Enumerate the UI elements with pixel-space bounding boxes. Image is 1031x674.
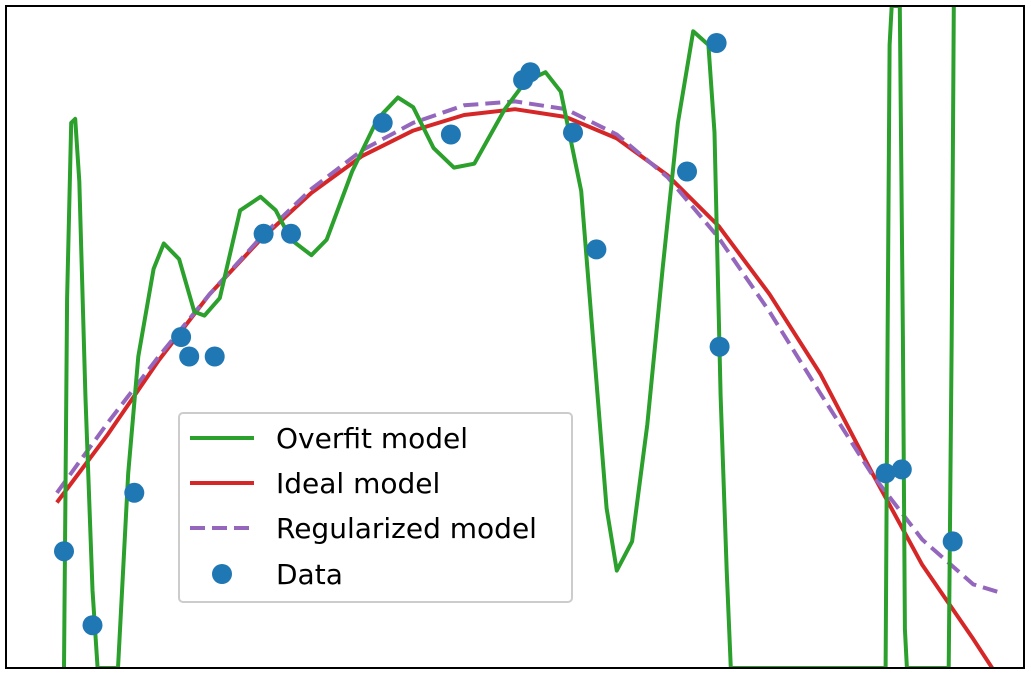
series-line-overfit-model bbox=[62, 6, 956, 668]
data-point bbox=[204, 346, 225, 367]
data-point bbox=[586, 239, 607, 260]
data-points bbox=[54, 33, 963, 636]
data-point bbox=[82, 615, 103, 636]
data-point bbox=[253, 223, 274, 244]
series-line-ideal-model bbox=[55, 107, 995, 668]
legend-label-data: Data bbox=[276, 558, 343, 591]
data-point bbox=[54, 541, 74, 562]
data-point bbox=[563, 122, 583, 143]
data-point bbox=[372, 112, 393, 133]
data-point bbox=[709, 336, 730, 357]
legend: Overfit model Ideal model Regularized mo… bbox=[178, 412, 573, 603]
data-point bbox=[440, 124, 461, 145]
data-point bbox=[179, 346, 200, 367]
legend-label-overfit: Overfit model bbox=[276, 422, 468, 455]
axes-frame bbox=[5, 5, 1025, 669]
data-point bbox=[171, 327, 192, 347]
data-point bbox=[281, 223, 301, 244]
data-point bbox=[520, 62, 541, 83]
plot-area bbox=[54, 6, 1000, 668]
series-line-regularized-model bbox=[55, 99, 1000, 595]
data-point bbox=[124, 482, 145, 503]
legend-label-ideal: Ideal model bbox=[276, 467, 440, 500]
data-point bbox=[891, 459, 912, 480]
data-point bbox=[942, 531, 963, 552]
series-layer bbox=[55, 6, 1000, 668]
legend-box bbox=[178, 412, 573, 603]
data-point bbox=[706, 33, 727, 53]
legend-label-regularized: Regularized model bbox=[276, 512, 537, 545]
data-point bbox=[677, 161, 697, 182]
data-point bbox=[875, 463, 896, 484]
legend-swatch-data bbox=[212, 564, 232, 584]
